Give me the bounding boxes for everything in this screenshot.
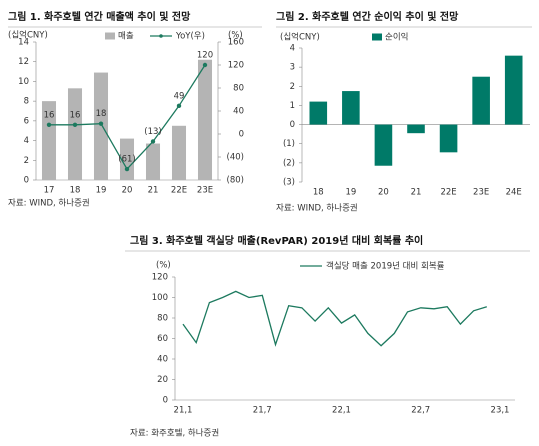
data-label: (13): [144, 127, 161, 137]
bar: [119, 138, 135, 180]
point: [72, 122, 78, 128]
legend-label: 순이익: [385, 32, 408, 43]
x-tick-label: 21,7: [253, 406, 272, 416]
y-tick-label: 120: [152, 273, 168, 283]
y2-tick-label: (40): [227, 153, 244, 163]
x-tick-label: 20: [122, 186, 133, 196]
data-label: 16: [70, 110, 81, 120]
y-tick-label: 0: [24, 176, 29, 186]
bar: [41, 101, 57, 180]
x-tick-label: 21: [148, 186, 159, 196]
x-tick-label: 18: [70, 186, 81, 196]
x-tick-label: 22E: [171, 186, 187, 196]
y-tick-label: 6: [24, 116, 29, 126]
bar: [309, 101, 328, 125]
y2-tick-label: 40: [233, 107, 244, 117]
x-tick-label: 17: [44, 186, 55, 196]
x-tick-label: 21,1: [174, 406, 193, 416]
data-label: (61): [118, 155, 135, 165]
x-tick-label: 23E: [473, 188, 489, 198]
bar: [342, 91, 360, 125]
y-axis-title: (%): [156, 261, 171, 271]
y-axis-title: (십억CNY): [280, 32, 320, 43]
y-tick-label: 80: [157, 314, 168, 324]
x-tick-label: 22,7: [411, 406, 430, 416]
legend-swatch: [372, 33, 382, 41]
x-tick-label: 20: [378, 188, 389, 198]
bar: [197, 59, 213, 180]
point: [46, 122, 52, 128]
legend-swatch: [105, 32, 115, 40]
y-tick-label: 10: [18, 77, 29, 87]
source: 자료: 화주호텔, 하나증권: [130, 428, 219, 439]
y-tick-label: 8: [24, 97, 29, 107]
y-tick-label: 4: [290, 44, 295, 54]
data-label: 120: [197, 51, 213, 61]
bar: [407, 124, 425, 134]
y2-tick-label: 0: [239, 130, 244, 140]
x-tick-label: 18: [313, 188, 324, 198]
y-tick-label: (2): [283, 158, 295, 168]
y-tick-label: 3: [290, 63, 295, 73]
point: [176, 103, 182, 109]
point: [202, 62, 208, 68]
data-label: 49: [174, 91, 185, 101]
bar: [145, 143, 161, 180]
legend-label: 매출: [118, 31, 134, 42]
x-tick-label: 19: [345, 188, 356, 198]
bar: [439, 124, 458, 153]
x-tick-label: 24E: [506, 188, 522, 198]
y2-axis-title: (%): [228, 31, 243, 41]
bar: [171, 125, 187, 180]
y-tick-label: 12: [18, 57, 29, 67]
point: [124, 166, 130, 172]
x-tick-label: 19: [96, 186, 107, 196]
y-tick-label: 40: [157, 355, 168, 365]
y-tick-label: 2: [24, 156, 29, 166]
data-label: 18: [96, 109, 107, 119]
y-tick-label: 60: [157, 334, 168, 344]
legend-label: YoY(우): [175, 32, 205, 42]
data-label: 16: [44, 110, 55, 120]
chart-title: 그림 3. 화주호텔 객실당 매출(RevPAR) 2019년 대비 회복률 추…: [130, 234, 423, 247]
x-tick-label: 22,1: [332, 406, 351, 416]
legend-swatch: [159, 34, 163, 38]
y-tick-label: 14: [18, 38, 29, 48]
y-tick-label: 20: [157, 375, 168, 385]
bar: [67, 88, 83, 180]
y-tick-label: (3): [283, 178, 295, 188]
y-tick-label: 0: [290, 120, 295, 130]
x-tick-label: 22E: [440, 188, 456, 198]
bar: [374, 124, 393, 166]
x-tick-label: 21: [411, 188, 422, 198]
x-tick-label: 23,1: [491, 406, 510, 416]
source: 자료: WIND, 하나증권: [8, 198, 90, 209]
chart-title: 그림 1. 화주호텔 연간 매출액 추이 및 전망: [8, 10, 191, 23]
x-tick-label: 23E: [197, 186, 213, 196]
y2-tick-label: 80: [233, 84, 244, 94]
y2-tick-label: 160: [228, 38, 244, 48]
y-tick-label: 1: [290, 101, 295, 111]
bar: [472, 76, 490, 125]
point: [150, 139, 156, 144]
chart-title: 그림 2. 화주호텔 연간 순이익 추이 및 전망: [276, 10, 459, 23]
y-tick-label: (1): [283, 139, 295, 149]
legend-label: 객실당 매출 2019년 대비 회복률: [326, 261, 445, 272]
y-axis-title: (십억CNY): [8, 30, 48, 41]
bar: [93, 72, 109, 180]
y2-tick-label: (80): [227, 176, 244, 186]
point: [98, 121, 104, 126]
source: 자료: WIND, 하나증권: [276, 203, 358, 214]
y2-tick-label: 120: [228, 61, 244, 71]
y-tick-label: 4: [24, 136, 29, 146]
y-tick-label: 2: [290, 82, 295, 92]
y-tick-label: 0: [163, 396, 168, 406]
y-tick-label: 100: [152, 293, 168, 303]
line: [182, 290, 487, 347]
bar: [504, 55, 523, 125]
